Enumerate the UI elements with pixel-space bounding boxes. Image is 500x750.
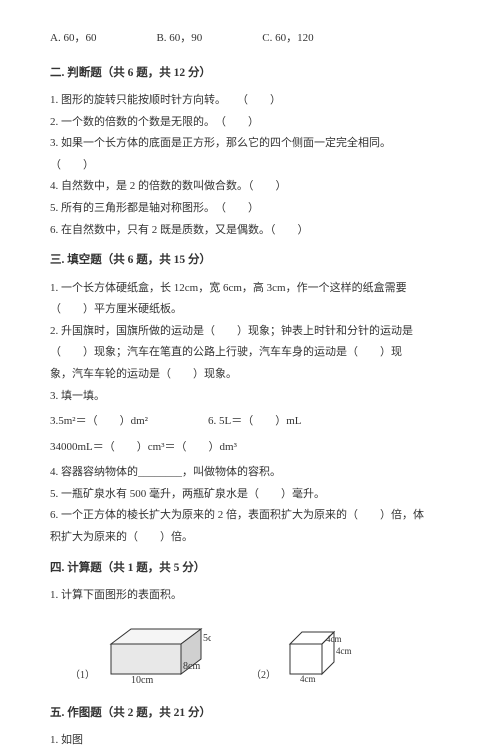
s3-q6-l1: 6. 一个正方体的棱长扩大为原来的 2 倍，表面积扩大为原来的（ ）倍，体 — [50, 507, 450, 525]
option-c: C. 60，120 — [262, 30, 313, 48]
cuboid-figure: 5cm 8cm 10cm — [101, 619, 211, 684]
s5-q1: 1. 如图 — [50, 732, 450, 750]
svg-text:8cm: 8cm — [183, 661, 200, 672]
s3-q4: 4. 容器容纳物体的________，叫做物体的容积。 — [50, 464, 450, 482]
s3-q2-l1: 2. 升国旗时，国旗所做的运动是（ ）现象；钟表上时针和分针的运动是 — [50, 323, 450, 341]
section4-title: 四. 计算题（共 1 题，共 5 分） — [50, 559, 450, 577]
figures-row: （1） 5cm 8cm 10cm （2） 4cm 4cm 4cm — [70, 619, 450, 684]
s2-q4: 4. 自然数中，是 2 的倍数的数叫做合数。（ ） — [50, 178, 450, 196]
s4-q1: 1. 计算下面图形的表面积。 — [50, 587, 450, 605]
fig2-marker: （2） — [251, 668, 276, 684]
s3-q5: 5. 一瓶矿泉水有 500 毫升，两瓶矿泉水是（ ）毫升。 — [50, 486, 450, 504]
svg-text:5cm: 5cm — [203, 633, 211, 644]
s2-q1: 1. 图形的旋转只能按顺时针方向转。 （ ） — [50, 92, 450, 110]
svg-text:4cm: 4cm — [336, 646, 352, 656]
multiple-choice-options: A. 60，60 B. 60，90 C. 60，120 — [50, 30, 450, 48]
option-a: A. 60，60 — [50, 30, 96, 48]
svg-text:4cm: 4cm — [300, 674, 316, 684]
s3-q3-l1a: 3.5m²＝（ ）dm² — [50, 413, 148, 431]
option-b: B. 60，90 — [156, 30, 202, 48]
s2-q2: 2. 一个数的倍数的个数是无限的。 （ ） — [50, 114, 450, 132]
s2-q3-l1: 3. 如果一个长方体的底面是正方形，那么它的四个侧面一定完全相同。 — [50, 135, 450, 153]
figure1-group: （1） 5cm 8cm 10cm — [70, 619, 211, 684]
fig1-marker: （1） — [70, 668, 95, 684]
s2-q6: 6. 在自然数中，只有 2 既是质数，又是偶数。（ ） — [50, 222, 450, 240]
s2-q5: 5. 所有的三角形都是轴对称图形。 （ ） — [50, 200, 450, 218]
s3-q1-l2: （ ）平方厘米硬纸板。 — [50, 301, 450, 319]
figure2-group: （2） 4cm 4cm 4cm — [251, 624, 352, 684]
cube-figure: 4cm 4cm 4cm — [282, 624, 352, 684]
s3-q2-l2: （ ）现象；汽车在笔直的公路上行驶，汽车车身的运动是（ ）现 — [50, 344, 450, 362]
s3-q1-l1: 1. 一个长方体硬纸盒，长 12cm，宽 6cm，高 3cm，作一个这样的纸盒需… — [50, 280, 450, 298]
svg-text:4cm: 4cm — [326, 634, 342, 644]
svg-text:10cm: 10cm — [131, 675, 153, 684]
s3-q6-l2: 积扩大为原来的（ ）倍。 — [50, 529, 450, 547]
s2-q3-l2: （ ） — [50, 157, 450, 175]
section5-title: 五. 作图题（共 2 题，共 21 分） — [50, 704, 450, 722]
s3-q2-l3: 象，汽车车轮的运动是（ ）现象。 — [50, 366, 450, 384]
s3-q3-head: 3. 填一填。 — [50, 388, 450, 406]
section3-title: 三. 填空题（共 6 题，共 15 分） — [50, 251, 450, 269]
s3-q3-l1b: 6. 5L＝（ ）mL — [208, 413, 302, 431]
s3-q3-row1: 3.5m²＝（ ）dm² 6. 5L＝（ ）mL — [50, 413, 450, 431]
section2-title: 二. 判断题（共 6 题，共 12 分） — [50, 64, 450, 82]
s3-q3-l2: 34000mL＝（ ）cm³＝（ ）dm³ — [50, 439, 450, 457]
